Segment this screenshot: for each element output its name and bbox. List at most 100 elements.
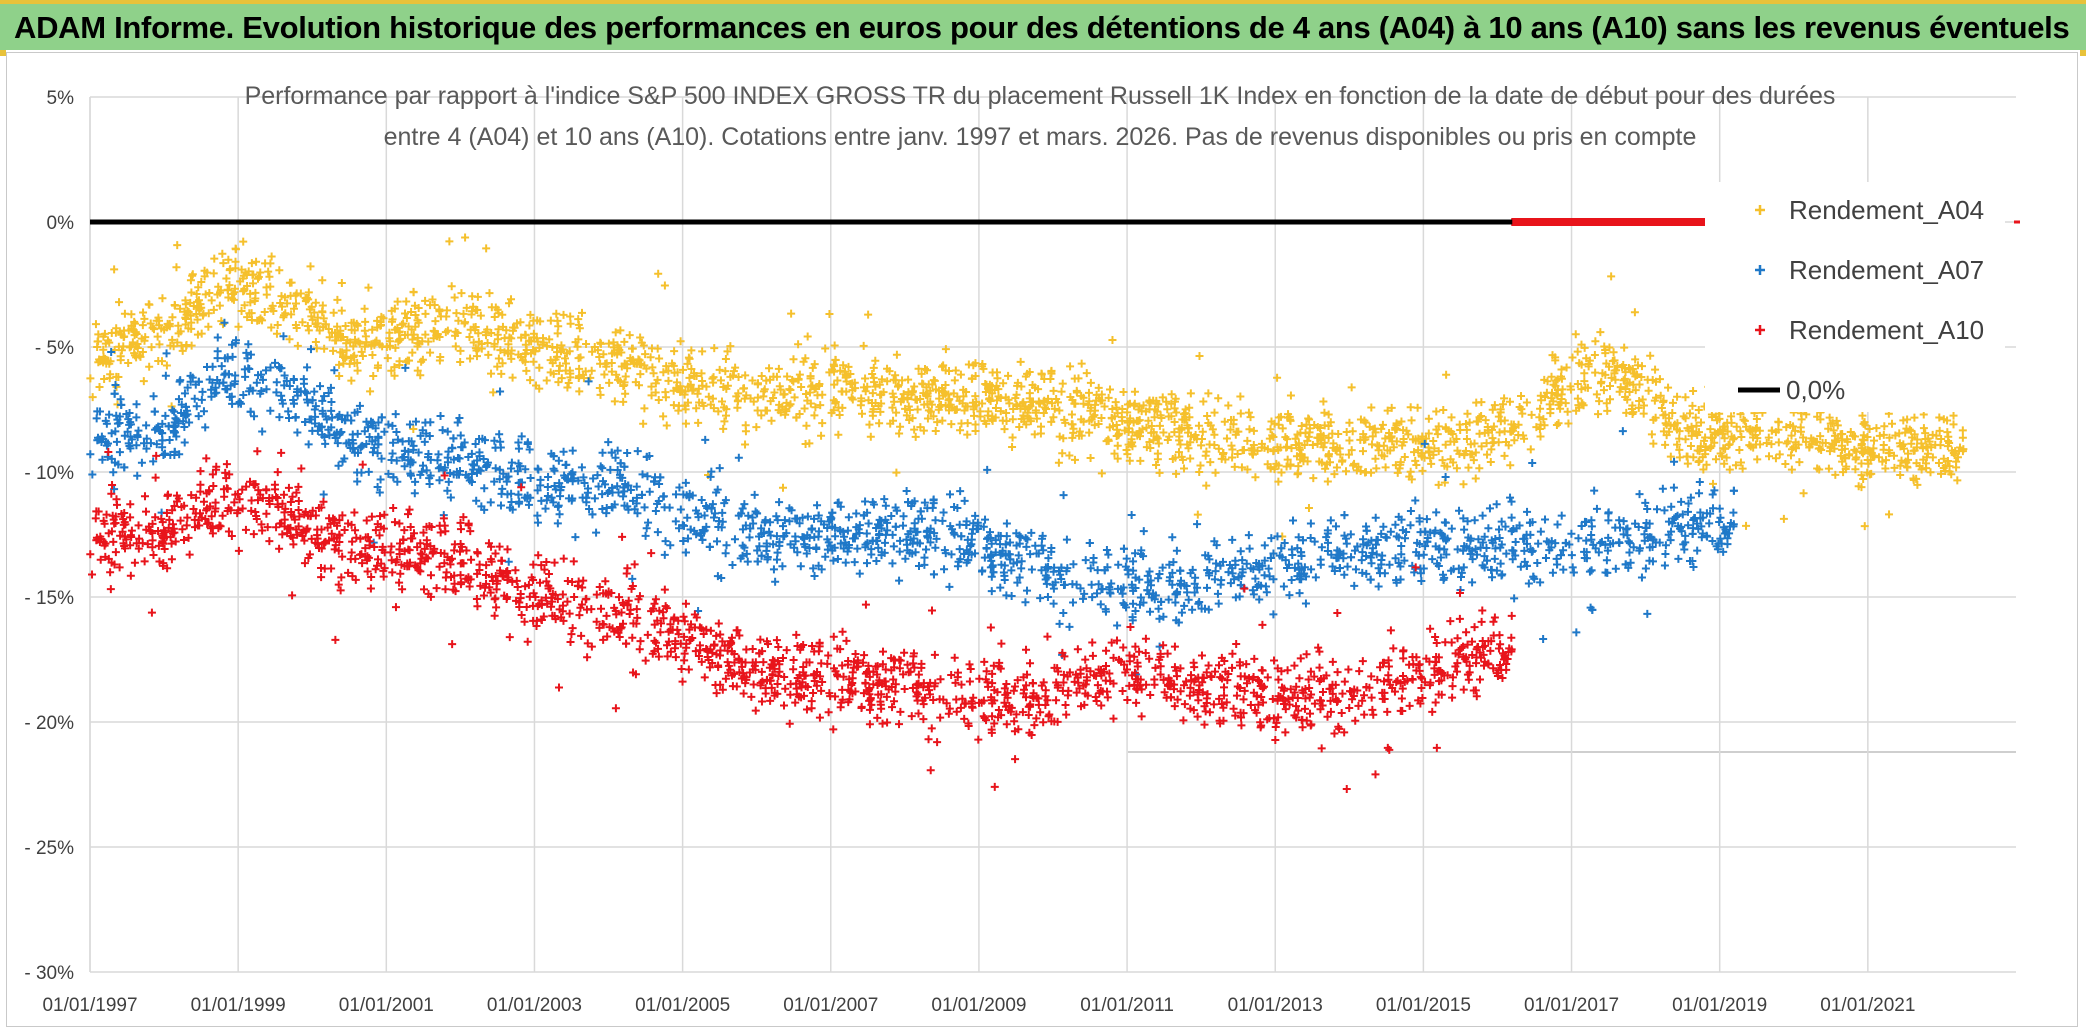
point-rendement-a04	[158, 294, 167, 303]
point-rendement-a04	[1477, 398, 1486, 407]
title-banner: ADAM Informe. Evolution historique des p…	[0, 0, 2086, 50]
point-rendement-a07	[796, 562, 805, 571]
point-rendement-a07	[150, 407, 159, 416]
point-rendement-a04	[249, 279, 258, 288]
point-rendement-a04	[1937, 435, 1946, 444]
point-rendement-a04	[1316, 435, 1325, 444]
point-rendement-a07	[1708, 490, 1717, 499]
point-rendement-a04	[770, 388, 779, 397]
point-rendement-a04	[428, 295, 437, 304]
point-rendement-a04	[1452, 464, 1461, 473]
point-rendement-a04	[710, 344, 719, 353]
point-rendement-a07	[1331, 522, 1340, 531]
point-rendement-a04	[176, 327, 185, 336]
point-rendement-a04	[1039, 409, 1048, 418]
point-rendement-a04	[984, 407, 993, 416]
point-rendement-a04	[949, 389, 958, 398]
point-rendement-a04	[1643, 375, 1652, 384]
point-rendement-a04	[1939, 415, 1948, 424]
point-rendement-a07	[1316, 560, 1325, 569]
point-rendement-a04	[839, 361, 848, 370]
point-rendement-a07	[1557, 511, 1566, 520]
point-rendement-a07	[1081, 556, 1090, 565]
point-rendement-a04	[483, 339, 492, 348]
point-rendement-a07	[852, 509, 861, 518]
point-rendement-a04	[859, 341, 868, 350]
point-rendement-a07	[1705, 519, 1714, 528]
point-rendement-a04	[1816, 432, 1825, 441]
point-rendement-a04	[237, 306, 246, 315]
point-rendement-a07	[1289, 516, 1298, 525]
point-rendement-a04	[1324, 410, 1333, 419]
point-rendement-a04	[1799, 489, 1808, 498]
point-rendement-a04	[836, 366, 845, 375]
point-rendement-a04	[1199, 397, 1208, 406]
point-rendement-a04	[931, 427, 940, 436]
point-rendement-a10	[1088, 638, 1097, 647]
point-rendement-a10	[751, 706, 760, 715]
point-rendement-a04	[621, 389, 630, 398]
point-rendement-a04	[681, 419, 690, 428]
point-rendement-a04	[200, 266, 209, 275]
point-rendement-a07	[807, 525, 816, 534]
point-rendement-a04	[1953, 453, 1962, 462]
point-rendement-a04	[1863, 455, 1872, 464]
point-rendement-a04	[416, 371, 425, 380]
point-rendement-a07	[553, 519, 562, 528]
point-rendement-a10	[265, 537, 274, 546]
point-rendement-a04	[1740, 416, 1749, 425]
point-rendement-a04	[908, 414, 917, 423]
point-rendement-a04	[1851, 455, 1860, 464]
point-rendement-a04	[1542, 388, 1551, 397]
point-rendement-a07	[810, 571, 819, 580]
point-rendement-a04	[157, 357, 166, 366]
point-rendement-a04	[160, 325, 169, 334]
point-rendement-a04	[1358, 447, 1367, 456]
point-rendement-a07	[1524, 579, 1533, 588]
point-rendement-a04	[254, 273, 263, 282]
point-rendement-a04	[795, 370, 804, 379]
point-rendement-a07	[598, 505, 607, 514]
point-rendement-a04	[892, 350, 901, 359]
point-rendement-a04	[911, 395, 920, 404]
point-rendement-a04	[1273, 373, 1282, 382]
point-rendement-a04	[1668, 409, 1677, 417]
point-rendement-a04	[1646, 351, 1655, 360]
point-rendement-a04	[1281, 433, 1290, 442]
point-rendement-a04	[1825, 413, 1834, 422]
point-rendement-a07	[939, 508, 948, 517]
point-rendement-a07	[514, 444, 523, 453]
point-rendement-a04	[655, 354, 664, 363]
point-rendement-a07	[239, 391, 248, 400]
point-rendement-a04	[694, 418, 703, 427]
point-rendement-a04	[803, 332, 812, 341]
point-rendement-a04	[753, 406, 762, 415]
point-rendement-a04	[1049, 386, 1058, 395]
point-rendement-a04	[566, 319, 575, 328]
point-rendement-a04	[864, 310, 873, 319]
point-rendement-a04	[844, 362, 853, 371]
point-rendement-a04	[430, 327, 439, 336]
point-rendement-a04	[451, 342, 460, 351]
point-rendement-a04	[1418, 466, 1427, 475]
point-rendement-a07	[633, 447, 642, 456]
point-rendement-a04	[1564, 419, 1573, 428]
point-rendement-a07	[1447, 524, 1456, 533]
point-rendement-a04	[435, 332, 444, 341]
point-rendement-a07	[1680, 545, 1689, 554]
point-rendement-a04	[1193, 510, 1202, 519]
point-rendement-a07	[988, 562, 997, 571]
point-rendement-a04	[714, 407, 723, 416]
point-rendement-a07	[895, 547, 904, 556]
point-rendement-a04	[1084, 388, 1093, 397]
point-rendement-a04	[532, 381, 540, 390]
point-rendement-a04	[107, 329, 116, 338]
point-rendement-a07	[1385, 560, 1394, 569]
point-rendement-a04	[1323, 477, 1332, 486]
point-rendement-a04	[659, 412, 668, 421]
point-rendement-a04	[1054, 458, 1063, 467]
point-rendement-a07	[628, 574, 637, 583]
point-rendement-a04	[1465, 418, 1474, 427]
point-rendement-a07	[1406, 506, 1415, 515]
point-rendement-a04	[1487, 445, 1496, 454]
